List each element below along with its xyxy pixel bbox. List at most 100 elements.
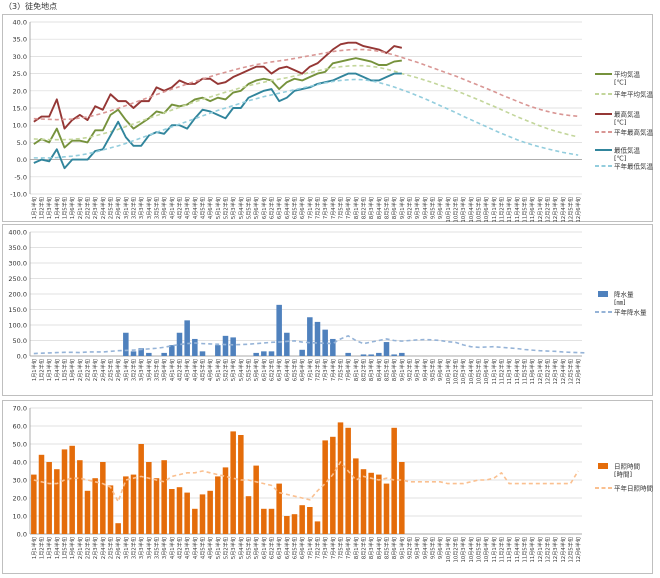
- x-tick-label: 10月6半旬: [482, 359, 490, 384]
- series-line: [33, 41, 403, 130]
- bar: [276, 483, 282, 534]
- x-tick-label: 8月6半旬: [390, 359, 398, 381]
- x-tick-label: 11月5半旬: [521, 537, 529, 562]
- sunshine-chart: 0.0 10.0 20.0 30.0 40.0 50.0 60.0 70.0 1月1半旬 1月2半…: [2, 400, 653, 574]
- x-tick-label: 4月5半旬: [199, 359, 207, 381]
- bar: [215, 345, 221, 356]
- x-tick-label: 3月5半旬: [153, 197, 161, 219]
- y-tick-label: 5.0: [17, 139, 27, 147]
- x-tick-label: 12月2半旬: [544, 537, 552, 562]
- x-tick-label: 5月4半旬: [237, 197, 245, 219]
- y-axis: 0.0 10.0 20.0 30.0 40.0 50.0 60.0 70.0: [13, 405, 27, 539]
- x-tick-label: 2月6半旬: [114, 359, 122, 381]
- x-tick-label: 12月3半旬: [551, 197, 559, 222]
- x-tick-label: 3月4半旬: [145, 359, 153, 381]
- x-tick-label: 9月4半旬: [421, 359, 429, 381]
- x-tick-label: 1月1半旬: [30, 537, 38, 559]
- x-tick-label: 5月5半旬: [245, 359, 253, 381]
- x-tick-label: 3月5半旬: [153, 359, 161, 381]
- x-tick-label: 8月4半旬: [375, 197, 383, 219]
- x-tick-label: 7月1半旬: [306, 537, 314, 559]
- x-axis: 1月1半旬 1月2半旬 1月3半旬 1月4半旬 1月5半旬 1月6半旬 2月1半旬 2月2半旬…: [30, 537, 582, 562]
- legend-label: 最高気温: [614, 110, 641, 119]
- x-tick-label: 7月6半旬: [344, 359, 352, 381]
- y-tick-label: 40.0: [13, 19, 27, 27]
- y-tick-label: -5.0: [14, 173, 27, 181]
- x-tick-label: 6月6半旬: [298, 537, 306, 559]
- bar: [284, 332, 290, 356]
- bar: [161, 352, 167, 356]
- bar: [253, 465, 259, 534]
- bar: [230, 431, 236, 534]
- y-tick-label: 0.0: [17, 353, 27, 361]
- legend-label: [℃]: [614, 155, 626, 163]
- x-tick-label: 4月1半旬: [168, 197, 176, 219]
- x-tick-label: 9月4半旬: [421, 197, 429, 219]
- x-tick-label: 3月2半旬: [130, 197, 138, 219]
- bar: [245, 496, 252, 534]
- x-tick-label: 7月3半旬: [321, 537, 329, 559]
- x-tick-label: 1月6半旬: [68, 197, 76, 219]
- x-tick-label: 7月6半旬: [344, 197, 352, 219]
- x-tick-label: 7月3半旬: [321, 359, 329, 381]
- series-line: [33, 48, 579, 121]
- legend-label: 平年日照時間: [614, 484, 653, 493]
- y-tick-label: 10.0: [13, 122, 27, 130]
- x-tick-label: 12月1半旬: [536, 197, 544, 222]
- x-tick-label: 4月5半旬: [199, 537, 207, 559]
- x-tick-label: 7月1半旬: [306, 197, 314, 219]
- y-tick-label: 10.0: [13, 513, 27, 521]
- bar: [222, 335, 229, 356]
- bar: [391, 427, 397, 534]
- x-tick-label: 6月5半旬: [291, 197, 299, 219]
- page-heading: （3）徒免地点: [4, 2, 58, 11]
- bar: [322, 440, 328, 534]
- bar: [146, 462, 152, 534]
- x-tick-label: 4月4半旬: [191, 359, 199, 381]
- bar: [353, 458, 359, 534]
- x-tick-label: 11月6半旬: [528, 197, 536, 222]
- bar: [261, 351, 267, 356]
- x-tick-label: 4月6半旬: [206, 537, 214, 559]
- bar: [238, 435, 244, 534]
- x-tick-label: 1月5半旬: [61, 359, 69, 381]
- x-tick-label: 5月1半旬: [214, 359, 222, 381]
- x-tick-label: 2月5半旬: [107, 359, 115, 381]
- bar: [230, 337, 236, 356]
- x-tick-label: 6月5半旬: [291, 537, 299, 559]
- x-tick-label: 2月2半旬: [84, 197, 92, 219]
- legend-entry: 日照時間[時間]: [598, 463, 640, 479]
- x-tick-label: 3月2半旬: [130, 359, 138, 381]
- x-tick-label: 1月6半旬: [68, 359, 76, 381]
- x-tick-label: 7月3半旬: [321, 197, 329, 219]
- x-tick-label: 8月3半旬: [367, 537, 375, 559]
- x-tick-label: 3月2半旬: [130, 537, 138, 559]
- x-tick-label: 1月6半旬: [68, 537, 76, 559]
- y-tick-label: 25.0: [13, 70, 27, 78]
- x-tick-label: 6月5半旬: [291, 359, 299, 381]
- bar: [299, 349, 305, 356]
- legend-entry: 降水量[㎜]: [598, 290, 634, 307]
- bar: [330, 436, 336, 534]
- x-tick-label: 2月4半旬: [99, 537, 107, 559]
- x-tick-label: 6月2半旬: [268, 197, 276, 219]
- x-tick-label: 2月4半旬: [99, 359, 107, 381]
- y-tick-label: 40.0: [13, 459, 27, 467]
- bar: [92, 478, 98, 534]
- x-tick-label: 10月3半旬: [459, 537, 467, 562]
- bar: [169, 345, 175, 356]
- x-tick-label: 12月4半旬: [559, 359, 567, 384]
- bar: [38, 454, 45, 534]
- x-tick-label: 3月6半旬: [160, 359, 168, 381]
- x-tick-label: 10月6半旬: [482, 537, 490, 562]
- x-tick-label: 12月6半旬: [574, 537, 582, 562]
- x-tick-label: 2月3半旬: [91, 197, 99, 219]
- x-tick-label: 3月3半旬: [137, 537, 145, 559]
- temperature-chart-panel: -10.0 -5.0 0.0 5.0 10.0 15.0 20.0 25.0 30.0 35.0 4…: [2, 14, 653, 222]
- x-tick-label: 5月5半旬: [245, 197, 253, 219]
- x-tick-label: 6月4半旬: [283, 359, 291, 381]
- x-tick-label: 6月1半旬: [260, 197, 268, 219]
- x-tick-label: 3月1半旬: [122, 537, 130, 559]
- x-tick-label: 8月5半旬: [383, 359, 391, 381]
- x-tick-label: 5月3半旬: [229, 537, 237, 559]
